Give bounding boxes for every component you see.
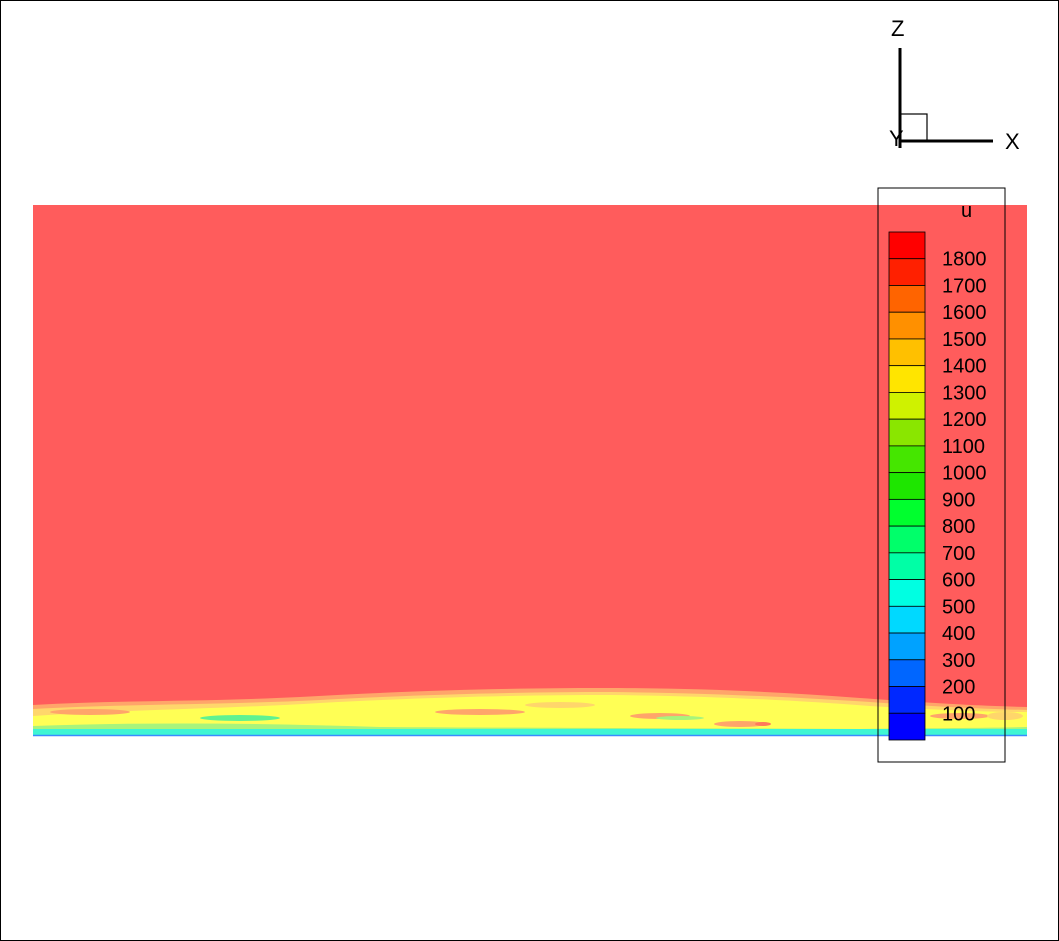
legend-label: 1600 [942, 302, 987, 324]
legend-swatch [888, 365, 926, 393]
y-axis-label: Y [889, 126, 904, 151]
legend-box [877, 187, 1006, 763]
contour-island [656, 716, 704, 720]
contour-island [930, 713, 990, 719]
legend-label: 1500 [942, 329, 987, 351]
colorbar-legend: u 1800 1700 1600 1500 1400 1300 1200 1100 1000 90… [877, 187, 1006, 763]
legend-swatch [888, 445, 926, 474]
legend-swatch [888, 686, 926, 714]
legend-label: 1700 [942, 276, 987, 298]
legend-label: 600 [942, 570, 975, 592]
contour-island [200, 715, 280, 721]
legend-swatch [888, 552, 926, 580]
contour-island [50, 709, 130, 715]
contour-island [525, 702, 595, 708]
legend-label: 700 [942, 543, 975, 565]
legend-swatch [888, 632, 926, 661]
legend-swatch [888, 392, 926, 420]
legend-swatch [888, 472, 926, 500]
axis-triad-box [899, 113, 928, 142]
legend-label: 1800 [942, 249, 987, 271]
legend-label: 1400 [942, 356, 987, 378]
legend-title: u [961, 200, 972, 222]
legend-swatch [888, 311, 926, 340]
legend-swatch [888, 338, 926, 367]
legend-label: 200 [942, 677, 975, 699]
legend-label: 300 [942, 650, 975, 672]
legend-swatch [888, 231, 926, 260]
legend-label: 900 [942, 489, 975, 511]
legend-swatch [888, 605, 926, 634]
legend-label: 1000 [942, 463, 987, 485]
legend-swatch [888, 258, 926, 286]
freestream-region [33, 205, 1027, 736]
legend-label: 1300 [942, 382, 987, 404]
contour-island [755, 722, 771, 726]
legend-swatch [888, 418, 926, 447]
legend-label: 500 [942, 596, 975, 618]
legend-label: 400 [942, 623, 975, 645]
legend-swatch [888, 659, 926, 687]
legend-label: 1200 [942, 409, 987, 431]
legend-label: 800 [942, 516, 975, 538]
wall-layer [33, 729, 1027, 736]
legend-swatch [888, 498, 926, 527]
legend-swatch [888, 579, 926, 607]
contour-island [435, 709, 525, 715]
legend-label: 100 [942, 703, 975, 725]
axis-triad: Z X Y [889, 16, 1020, 154]
contour-island [714, 721, 766, 727]
legend-swatch [888, 285, 926, 313]
z-axis-label: Z [891, 16, 904, 41]
x-axis-label: X [1005, 129, 1020, 154]
legend-label: 1100 [942, 436, 985, 458]
legend-swatch [888, 712, 926, 741]
contour-field [33, 205, 1027, 737]
legend-swatch [888, 525, 926, 554]
